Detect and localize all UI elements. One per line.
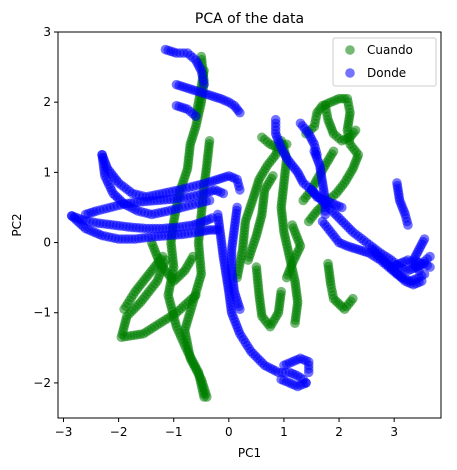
- x-tick-label: 3: [390, 425, 398, 439]
- y-tick-label: 3: [43, 25, 51, 39]
- y-axis-label: PC2: [10, 213, 24, 236]
- data-point: [414, 265, 424, 276]
- data-point: [303, 367, 314, 378]
- data-point: [350, 125, 361, 136]
- y-tick-label: 2: [43, 95, 51, 109]
- data-point: [298, 195, 309, 206]
- legend-marker-cuando: [345, 45, 355, 55]
- data-point: [204, 195, 215, 206]
- chart-title: PCA of the data: [195, 11, 304, 27]
- x-tick-label: −3: [55, 425, 73, 439]
- x-tick-label: 0: [225, 425, 233, 439]
- data-point: [201, 392, 212, 402]
- data-point: [403, 220, 413, 230]
- y-tick-label: 0: [43, 236, 51, 250]
- legend-label-donde: Donde: [367, 66, 406, 80]
- data-point: [235, 107, 245, 118]
- data-point: [235, 185, 245, 195]
- data-point: [199, 79, 209, 90]
- data-point: [218, 188, 229, 199]
- x-axis-label: PC1: [238, 446, 261, 460]
- legend-label-cuando: Cuando: [367, 43, 413, 57]
- data-point: [190, 290, 201, 300]
- x-tick-label: −1: [165, 425, 183, 439]
- data-point: [190, 111, 201, 122]
- data-point: [188, 251, 198, 262]
- data-point: [290, 318, 300, 329]
- data-point: [303, 216, 314, 227]
- data-point: [281, 272, 292, 283]
- x-tick-label: −2: [110, 425, 128, 439]
- series-donde: [66, 44, 435, 392]
- data-point: [276, 286, 286, 297]
- legend: Cuando Donde: [332, 37, 437, 87]
- data-point: [348, 293, 358, 304]
- data-point: [301, 378, 311, 388]
- y-tick-label: 1: [43, 165, 51, 179]
- y-axis: −2 −1 0 1 2 3: [33, 25, 58, 390]
- data-point: [235, 304, 245, 315]
- plot-frame: [57, 31, 442, 419]
- legend-box: [332, 37, 437, 87]
- y-tick-label: −1: [33, 306, 51, 320]
- legend-marker-donde: [345, 68, 355, 78]
- data-point: [425, 251, 435, 262]
- points-layer: [66, 44, 435, 402]
- x-tick-label: 1: [280, 425, 288, 439]
- data-point: [337, 202, 347, 213]
- x-tick-label: 2: [335, 425, 343, 439]
- data-point: [268, 171, 278, 181]
- data-point: [119, 304, 129, 315]
- x-axis: −3 −2 −1 0 1 2 3: [55, 418, 398, 439]
- data-point: [416, 276, 427, 286]
- y-tick-label: −2: [33, 376, 51, 390]
